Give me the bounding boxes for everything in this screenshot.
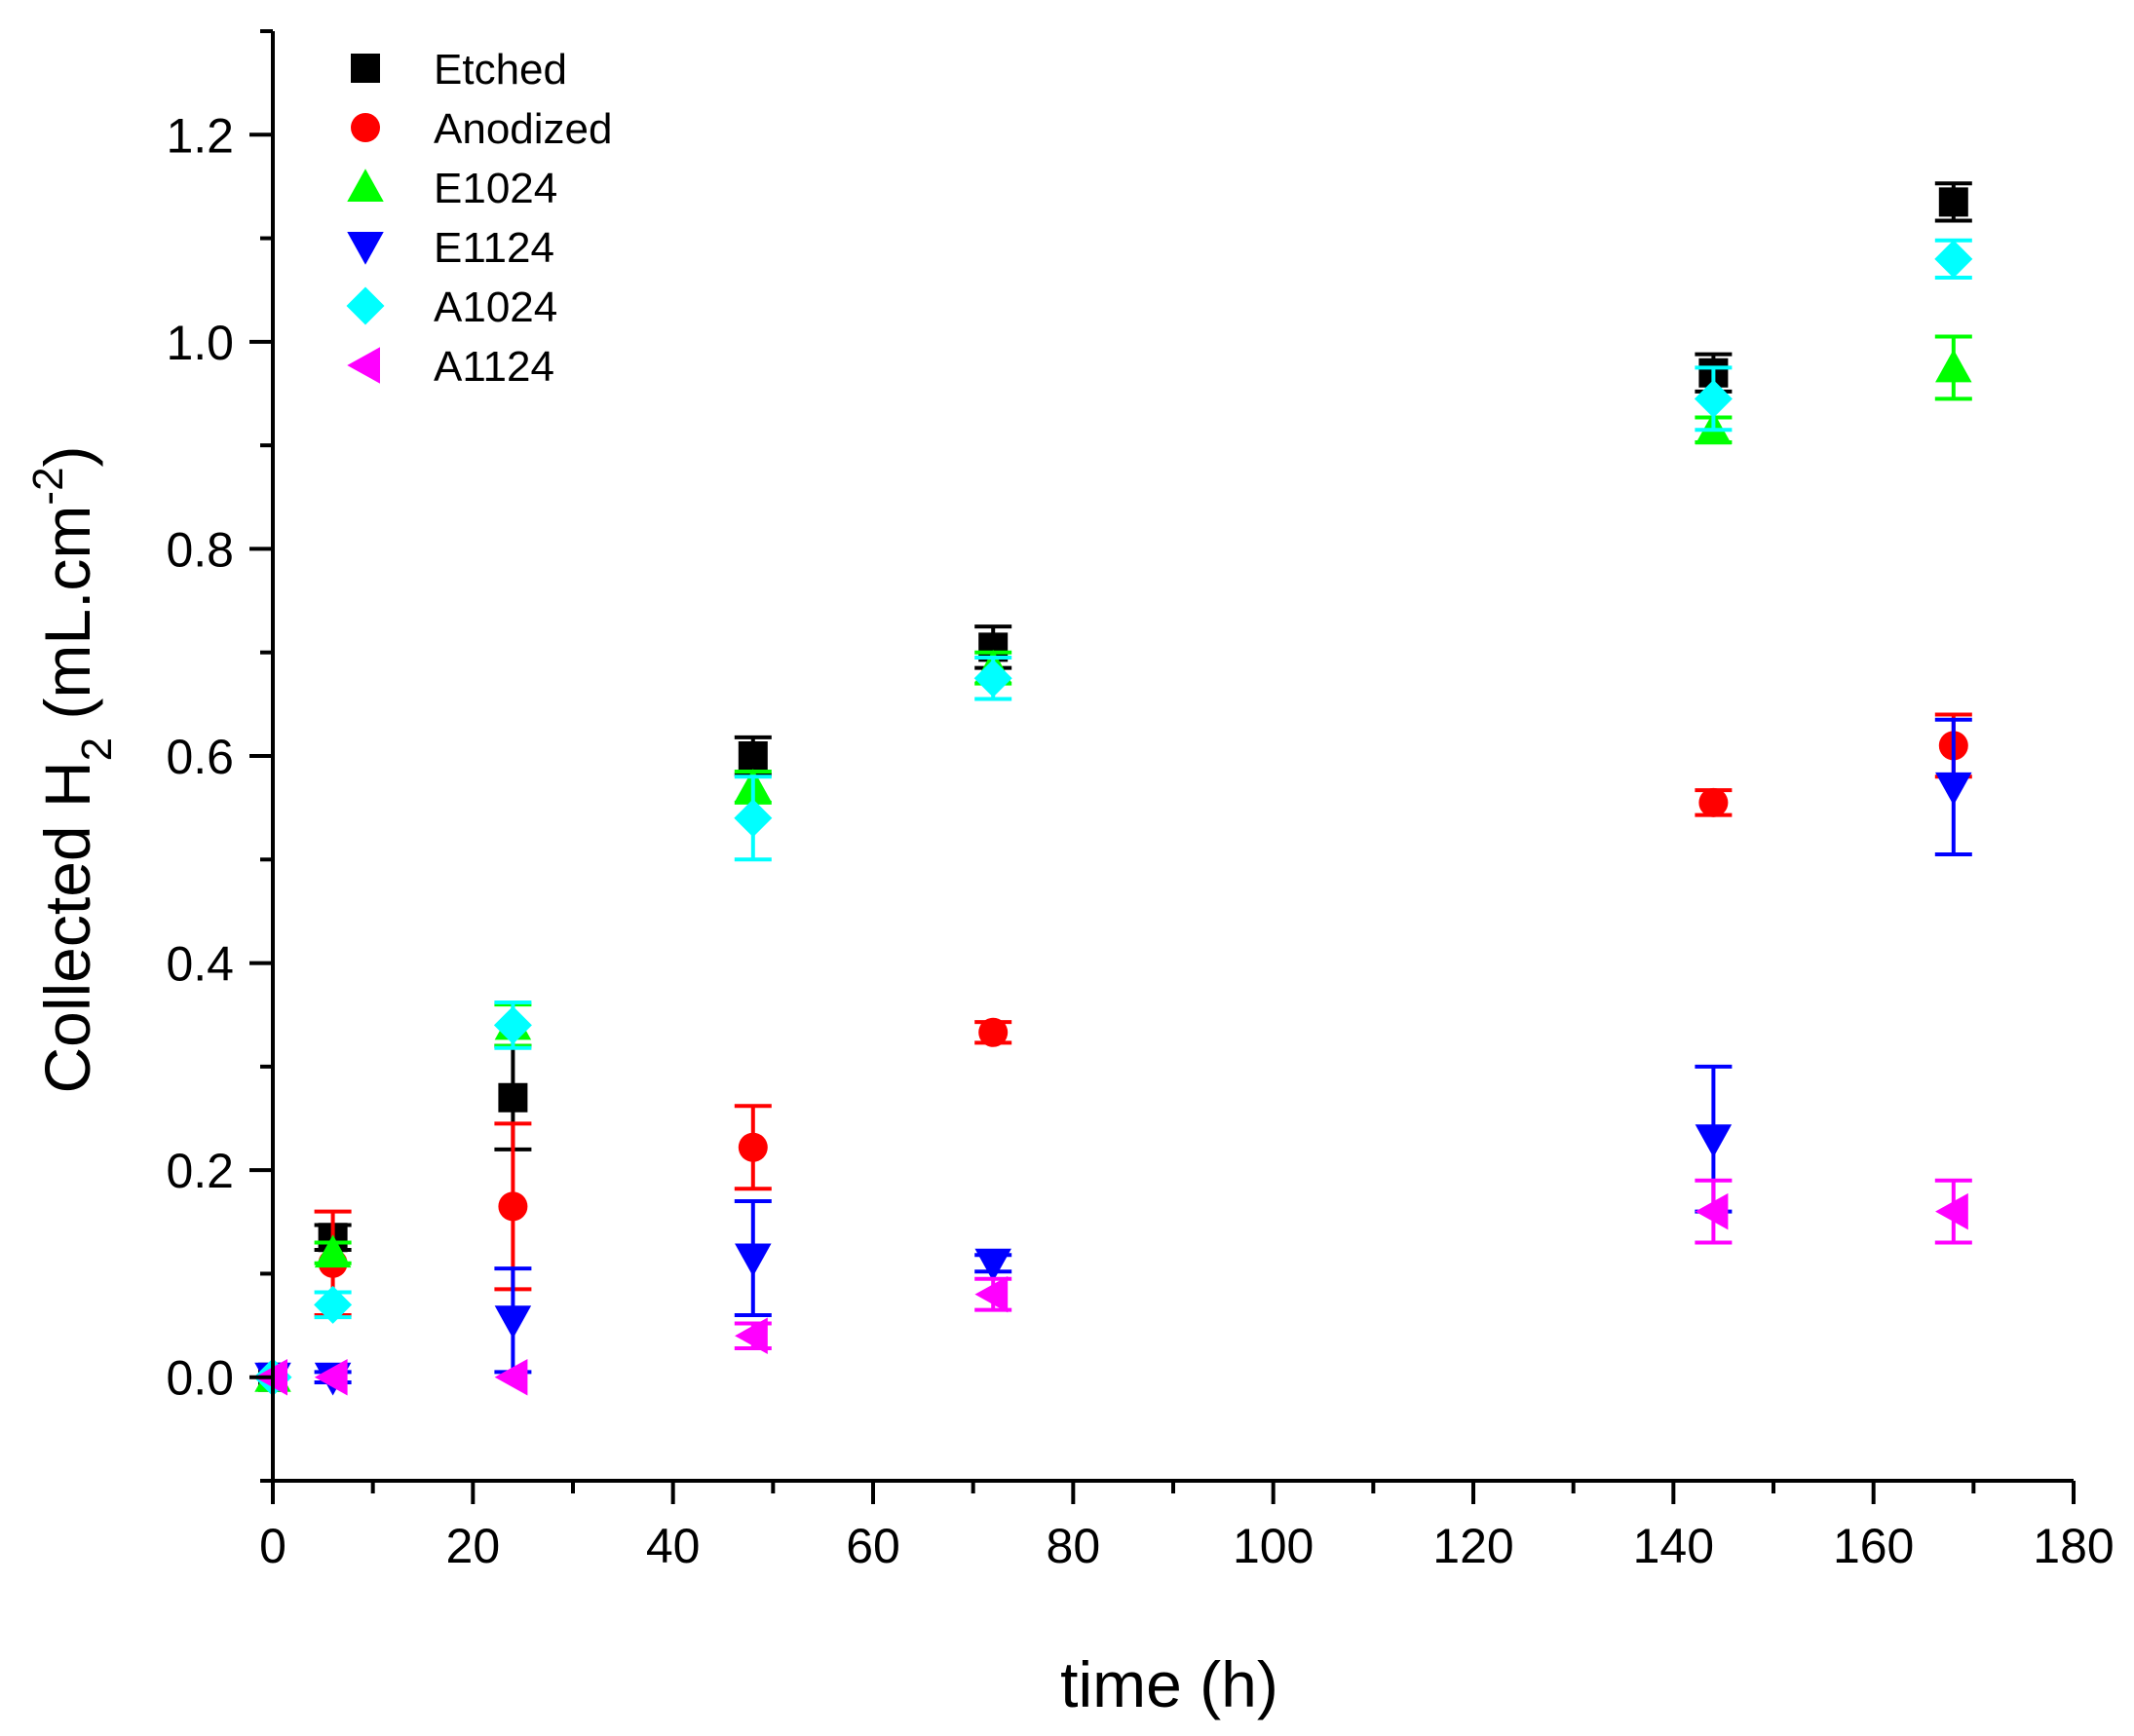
- data-point-etched: [738, 741, 768, 771]
- data-point-anodized: [498, 1191, 528, 1222]
- data-point-a1024: [973, 659, 1012, 698]
- data-point-a1024: [734, 799, 773, 838]
- data-point-a1124: [735, 1317, 768, 1354]
- y-axis-title-subscript: 2: [73, 737, 121, 761]
- data-layer: [253, 181, 1973, 1397]
- legend-marker-e1024: [347, 169, 384, 202]
- x-tick-label: 120: [1432, 1519, 1513, 1573]
- x-tick-label: 60: [846, 1519, 900, 1573]
- data-point-a1124: [1935, 1192, 1968, 1230]
- data-point-etched: [1938, 187, 1968, 217]
- axes-layer: 0 20 40 60 80 100 120 140 160 180 0.0 0.2 0.4 0.6 0.8 1…: [166, 29, 2115, 1573]
- legend-marker-a1024: [346, 286, 385, 325]
- data-point-a1024: [314, 1285, 353, 1324]
- y-tick-label: 1.2: [166, 108, 234, 163]
- legend-label-etched: Etched: [434, 46, 567, 94]
- x-tick-label: 180: [2033, 1519, 2114, 1573]
- y-tick-label: 1.0: [166, 316, 234, 370]
- y-axis-title-middle: (mL.cm: [31, 506, 103, 737]
- x-axis-title: time (h): [1060, 1648, 1278, 1720]
- x-tick-label: 140: [1633, 1519, 1714, 1573]
- data-point-anodized: [1698, 787, 1729, 817]
- y-axis-title-prefix: Collected H: [31, 761, 103, 1093]
- y-tick-label: 0.6: [166, 730, 234, 784]
- data-point-a1024: [1934, 240, 1973, 279]
- series-e1124: [254, 717, 1972, 1396]
- x-tick-label: 160: [1833, 1519, 1914, 1573]
- y-tick-label: 0.2: [166, 1144, 234, 1198]
- legend-marker-e1124: [347, 232, 384, 265]
- legend-marker-etched: [351, 54, 380, 83]
- y-axis-title: Collected H2 (mL.cm-2): [24, 445, 121, 1093]
- series-a1124: [254, 1178, 1972, 1396]
- data-point-e1024: [1935, 349, 1972, 383]
- data-point-a1024: [493, 1005, 532, 1044]
- data-point-etched: [978, 632, 1009, 662]
- data-point-e1124: [735, 1243, 772, 1277]
- legend-label-a1124: A1124: [434, 343, 554, 391]
- legend-marker-anodized: [351, 113, 380, 142]
- x-tick-label: 40: [646, 1519, 701, 1573]
- data-point-a1124: [974, 1275, 1009, 1313]
- x-tick-label: 80: [1047, 1519, 1101, 1573]
- data-point-anodized: [978, 1017, 1009, 1047]
- data-point-e1124: [974, 1248, 1011, 1282]
- y-axis-title-superscript: -2: [24, 467, 72, 505]
- legend: Etched Anodized E1024 E1124 A1024 A1124: [346, 46, 612, 391]
- y-tick-label: 0.8: [166, 522, 234, 577]
- data-point-anodized: [738, 1132, 768, 1162]
- legend-label-anodized: Anodized: [434, 105, 612, 153]
- data-point-a1124: [494, 1358, 528, 1396]
- data-point-e1024: [314, 1234, 352, 1268]
- data-point-e1124: [494, 1305, 532, 1340]
- x-tick-label: 100: [1233, 1519, 1314, 1573]
- data-point-e1124: [1695, 1124, 1733, 1158]
- legend-label-a1024: A1024: [434, 283, 557, 331]
- data-point-a1124: [314, 1358, 348, 1396]
- legend-marker-a1124: [347, 347, 380, 384]
- data-point-e1124: [1935, 772, 1972, 806]
- x-tick-label: 0: [259, 1519, 286, 1573]
- y-tick-label: 0.0: [166, 1351, 234, 1406]
- data-point-etched: [498, 1082, 528, 1113]
- y-tick-label: 0.4: [166, 937, 234, 992]
- y-axis-title-suffix: ): [31, 445, 103, 467]
- series-anodized: [258, 712, 1972, 1392]
- legend-label-e1124: E1124: [434, 224, 554, 272]
- data-point-a1024: [1694, 379, 1733, 418]
- data-point-a1124: [1695, 1192, 1729, 1230]
- x-tick-label: 20: [446, 1519, 501, 1573]
- legend-label-e1024: E1024: [434, 165, 557, 212]
